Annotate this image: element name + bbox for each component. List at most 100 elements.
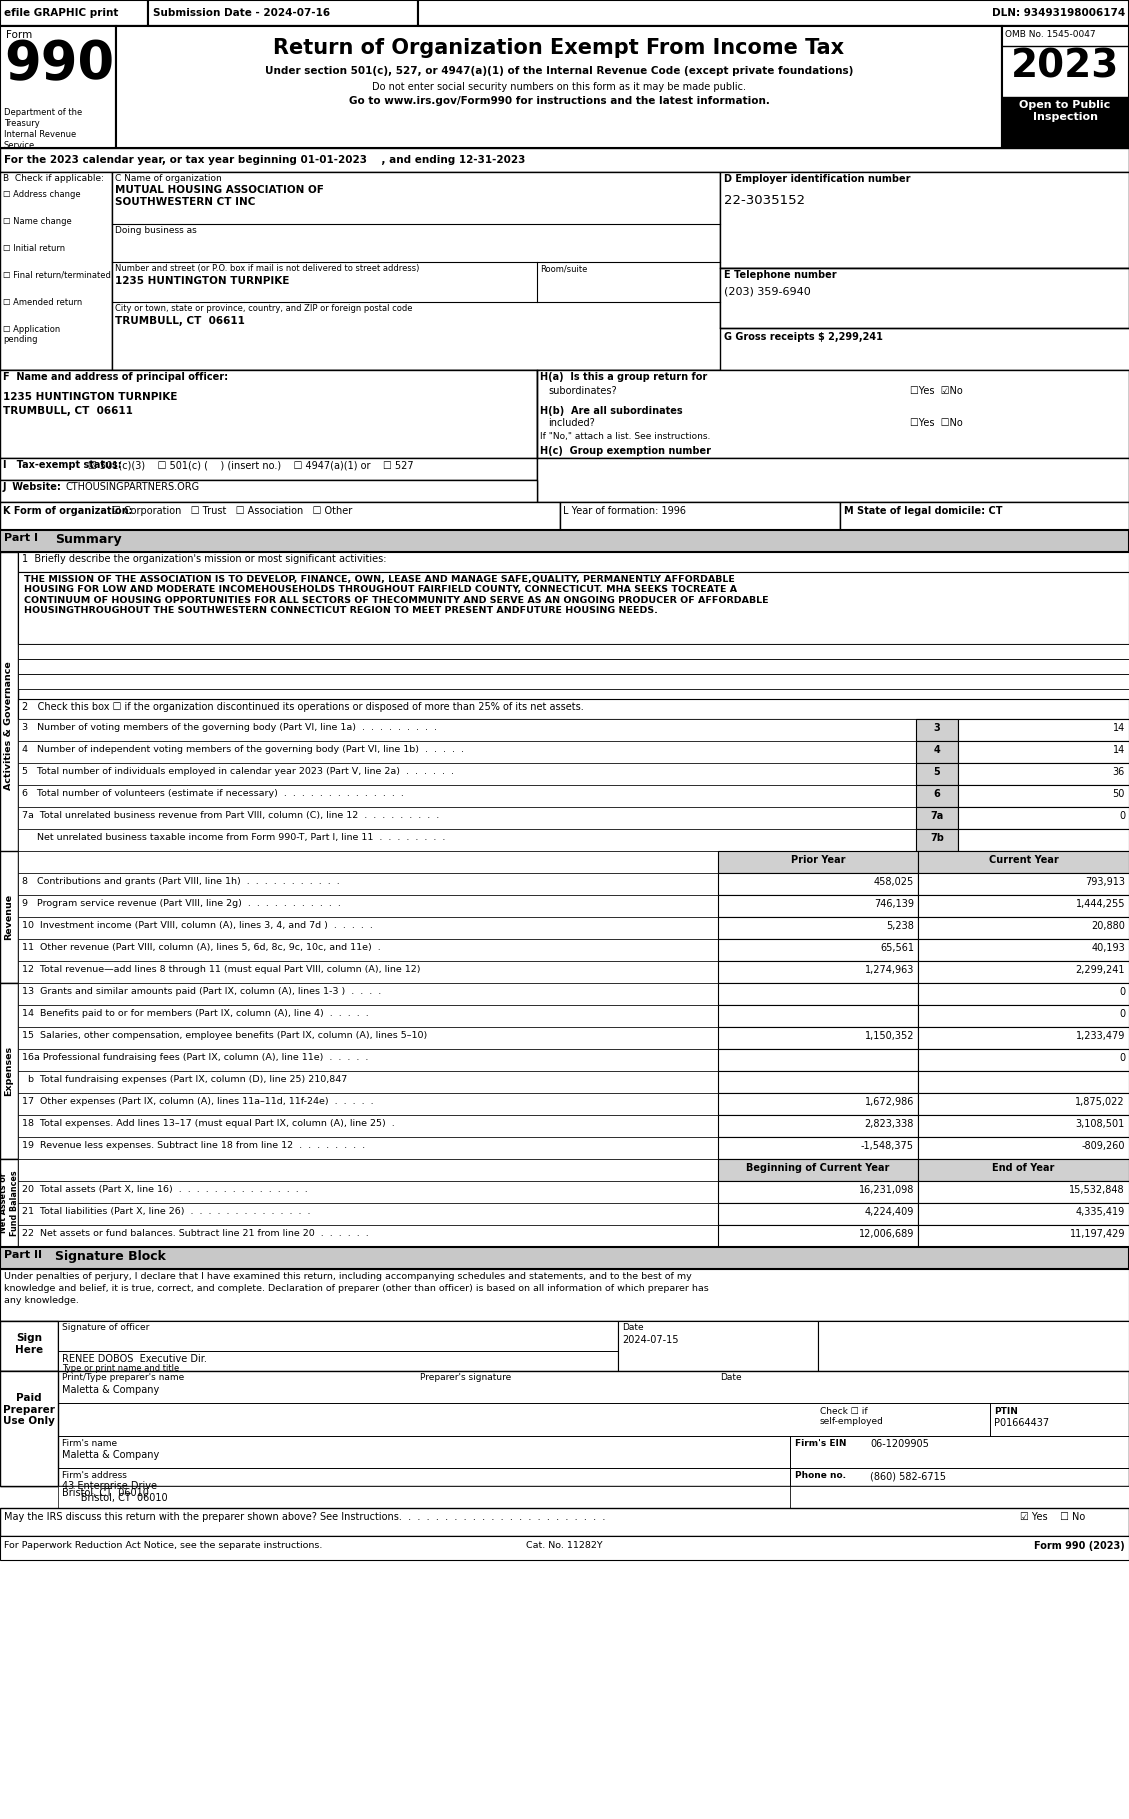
Bar: [916, 719, 959, 740]
Text: Form: Form: [6, 29, 33, 40]
Bar: [537, 458, 1129, 502]
Text: 9   Program service revenue (Part VIII, line 2g)  .  .  .  .  .  .  .  .  .  .  : 9 Program service revenue (Part VIII, li…: [21, 899, 341, 908]
Bar: [18, 675, 1129, 689]
Text: Current Year: Current Year: [989, 855, 1058, 866]
Bar: [537, 369, 1129, 458]
Text: 06-1209905: 06-1209905: [870, 1439, 929, 1450]
Text: 2,823,338: 2,823,338: [865, 1119, 914, 1130]
Text: Paid
Preparer
Use Only: Paid Preparer Use Only: [3, 1393, 55, 1426]
Text: Signature Block: Signature Block: [55, 1250, 166, 1262]
Bar: [18, 982, 718, 1006]
Text: 14: 14: [1113, 746, 1124, 755]
Bar: [0, 369, 537, 458]
Bar: [718, 1006, 918, 1028]
Bar: [0, 173, 112, 369]
Text: 2024-07-15: 2024-07-15: [622, 1335, 679, 1344]
Text: I   Tax-exempt status:: I Tax-exempt status:: [3, 460, 122, 469]
Bar: [918, 939, 1129, 960]
Text: 0: 0: [1119, 811, 1124, 820]
Text: ☐ Amended return: ☐ Amended return: [3, 298, 82, 307]
Text: 1,444,255: 1,444,255: [1076, 899, 1124, 910]
Text: ☑ 501(c)(3)    ☐ 501(c) (    ) (insert no.)    ☐ 4947(a)(1) or    ☐ 527: ☑ 501(c)(3) ☐ 501(c) ( ) (insert no.) ☐ …: [88, 460, 413, 469]
Bar: [718, 1028, 918, 1050]
Text: b  Total fundraising expenses (Part IX, column (D), line 25) 210,847: b Total fundraising expenses (Part IX, c…: [21, 1075, 348, 1084]
Text: L Year of formation: 1996: L Year of formation: 1996: [563, 506, 686, 517]
Text: ☐ Application
pending: ☐ Application pending: [3, 326, 60, 344]
Text: 16,231,098: 16,231,098: [859, 1184, 914, 1195]
Bar: [718, 873, 918, 895]
Bar: [959, 829, 1129, 851]
Text: 2023: 2023: [1010, 47, 1119, 85]
Bar: [718, 1071, 918, 1093]
Bar: [918, 1050, 1129, 1071]
Bar: [718, 939, 918, 960]
Bar: [718, 1137, 918, 1159]
Bar: [1003, 25, 1129, 147]
Text: -1,548,375: -1,548,375: [861, 1141, 914, 1151]
Text: Part I: Part I: [5, 533, 38, 544]
Text: F  Name and address of principal officer:: F Name and address of principal officer:: [3, 373, 228, 382]
Text: Net Assets or
Fund Balances: Net Assets or Fund Balances: [0, 1170, 19, 1235]
Text: 15  Salaries, other compensation, employee benefits (Part IX, column (A), lines : 15 Salaries, other compensation, employe…: [21, 1031, 427, 1040]
Bar: [0, 1321, 1129, 1372]
Text: 11,197,429: 11,197,429: [1069, 1230, 1124, 1239]
Bar: [0, 147, 1129, 173]
Bar: [18, 939, 718, 960]
Text: P01664437: P01664437: [994, 1419, 1049, 1428]
Text: RENEE DOBOS  Executive Dir.: RENEE DOBOS Executive Dir.: [62, 1353, 207, 1364]
Text: Prior Year: Prior Year: [790, 855, 846, 866]
Text: (203) 359-6940: (203) 359-6940: [724, 286, 811, 296]
Bar: [0, 480, 537, 502]
Bar: [819, 1321, 1129, 1372]
Bar: [0, 0, 148, 25]
Text: 21  Total liabilities (Part X, line 26)  .  .  .  .  .  .  .  .  .  .  .  .  .  : 21 Total liabilities (Part X, line 26) .…: [21, 1208, 310, 1215]
Text: 6: 6: [934, 789, 940, 799]
Text: 12  Total revenue—add lines 8 through 11 (must equal Part VIII, column (A), line: 12 Total revenue—add lines 8 through 11 …: [21, 966, 420, 973]
Text: Revenue: Revenue: [5, 893, 14, 940]
Text: 43 Enterprise Drive
      Bristol, CT  06010: 43 Enterprise Drive Bristol, CT 06010: [62, 1481, 167, 1502]
Bar: [718, 1181, 918, 1202]
Text: 7a: 7a: [930, 811, 944, 820]
Text: 2,299,241: 2,299,241: [1076, 966, 1124, 975]
Bar: [840, 502, 1129, 529]
Text: 36: 36: [1113, 768, 1124, 777]
Text: D Employer identification number: D Employer identification number: [724, 175, 910, 184]
Text: Bristol, CT  06010: Bristol, CT 06010: [62, 1488, 149, 1499]
Text: DLN: 93493198006174: DLN: 93493198006174: [991, 7, 1124, 18]
Bar: [18, 851, 718, 873]
Bar: [18, 1093, 718, 1115]
Bar: [18, 917, 718, 939]
Text: Submission Date - 2024-07-16: Submission Date - 2024-07-16: [154, 7, 330, 18]
Bar: [148, 0, 418, 25]
Text: City or town, state or province, country, and ZIP or foreign postal code: City or town, state or province, country…: [115, 304, 412, 313]
Text: TRUMBULL, CT  06611: TRUMBULL, CT 06611: [115, 317, 245, 326]
Bar: [18, 1115, 718, 1137]
Bar: [0, 1535, 1129, 1561]
Bar: [918, 1202, 1129, 1224]
Text: May the IRS discuss this return with the preparer shown above? See Instructions.: May the IRS discuss this return with the…: [5, 1512, 605, 1523]
Bar: [918, 895, 1129, 917]
Text: (860) 582-6715: (860) 582-6715: [870, 1472, 946, 1481]
Text: Expenses: Expenses: [5, 1046, 14, 1097]
Bar: [790, 1486, 1129, 1508]
Bar: [0, 1159, 18, 1248]
Bar: [918, 1159, 1129, 1181]
Text: 1,274,963: 1,274,963: [865, 966, 914, 975]
Bar: [560, 502, 840, 529]
Bar: [18, 551, 1129, 571]
Bar: [916, 808, 959, 829]
Bar: [959, 786, 1129, 808]
Text: ☐Yes  ☑No: ☐Yes ☑No: [910, 386, 963, 397]
Text: Date: Date: [622, 1322, 644, 1332]
Bar: [0, 25, 1129, 147]
Text: H(c)  Group exemption number: H(c) Group exemption number: [540, 446, 711, 457]
Text: Under section 501(c), 527, or 4947(a)(1) of the Internal Revenue Code (except pr: Under section 501(c), 527, or 4947(a)(1)…: [265, 65, 854, 76]
Text: subordinates?: subordinates?: [548, 386, 616, 397]
Bar: [959, 740, 1129, 762]
Text: 12,006,689: 12,006,689: [859, 1230, 914, 1239]
Bar: [718, 917, 918, 939]
Bar: [18, 644, 1129, 658]
Bar: [18, 1202, 718, 1224]
Bar: [58, 1486, 790, 1508]
Text: 3,108,501: 3,108,501: [1076, 1119, 1124, 1130]
